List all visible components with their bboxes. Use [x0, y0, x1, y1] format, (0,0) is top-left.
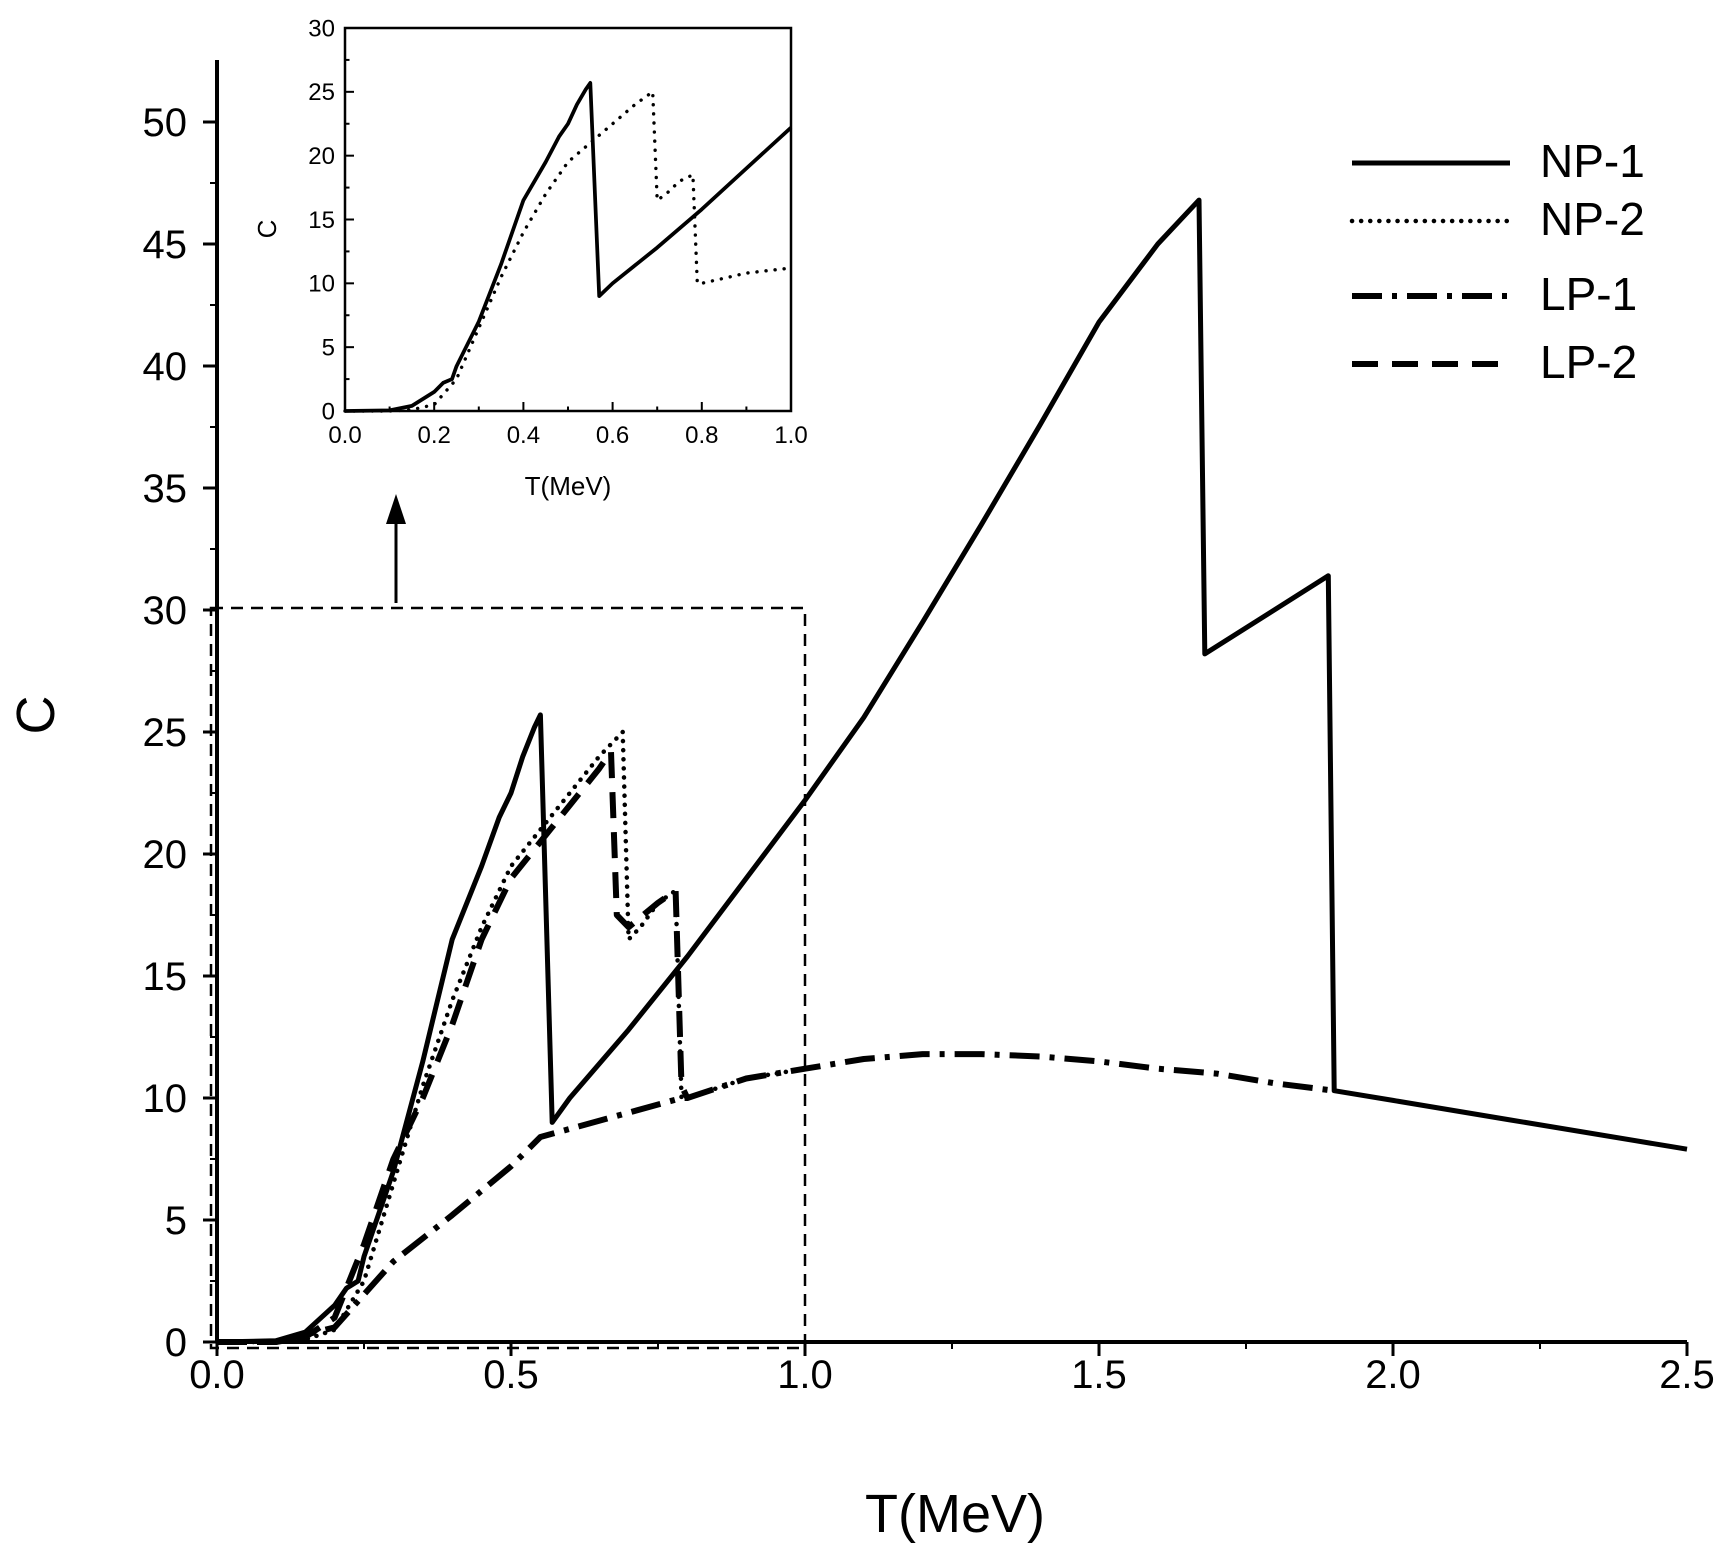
- main-x-tick-label: 2.5: [1659, 1353, 1715, 1397]
- main-y-tick-label: 45: [143, 223, 188, 267]
- inset-background: [345, 28, 791, 411]
- inset-x-axis-title: T(MeV): [525, 471, 612, 501]
- inset-x-tick-label: 0.4: [507, 422, 540, 449]
- main-x-axis-title: T(MeV): [865, 1484, 1045, 1544]
- main-series-lp-1: [217, 1051, 1335, 1345]
- inset-y-tick-label: 0: [322, 398, 335, 425]
- inset-y-tick-label: 10: [308, 271, 335, 298]
- main-y-tick-label: 0: [165, 1321, 187, 1365]
- main-y-tick-label: 15: [143, 955, 188, 999]
- inset-y-axis-title: C: [252, 220, 282, 239]
- zoom-box-rect: [209, 606, 807, 1350]
- main-series-np-1: [216, 197, 1688, 1345]
- inset-x-tick-label: 0.6: [596, 422, 629, 449]
- inset-series-group: [343, 81, 793, 413]
- legend-label-lp-1: LP-1: [1540, 268, 1637, 320]
- main-y-tick-label: 20: [143, 833, 188, 877]
- inset-y-tick-label: 25: [308, 79, 335, 106]
- inset-x-tick-label: 0.8: [685, 422, 718, 449]
- main-y-tick-label: 40: [143, 345, 188, 389]
- zoom-arrow: [386, 494, 406, 603]
- main-y-tick-label: 5: [165, 1199, 187, 1243]
- main-series-lp-2: [217, 748, 691, 1345]
- main-series-np-2: [214, 729, 808, 1345]
- main-x-tick-label: 1.0: [777, 1353, 833, 1397]
- inset-x-tick-label: 1.0: [774, 422, 807, 449]
- main-x-tick-label: 0.0: [189, 1353, 245, 1397]
- inset-x-tick-label: 0.2: [418, 422, 451, 449]
- main-y-axis-title: C: [6, 696, 66, 735]
- zoom-box: [209, 606, 807, 1350]
- inset-y-tick-label: 30: [308, 15, 335, 42]
- legend-label-lp-2: LP-2: [1540, 336, 1637, 388]
- main-x-tick-label: 2.0: [1365, 1353, 1421, 1397]
- main-y-tick-label: 35: [143, 467, 188, 511]
- inset-axes: 0.0 0.2 0.4 0.6 0.8 1.0 0 5 10 15 20 25 30: [308, 15, 807, 449]
- legend-label-np-1: NP-1: [1540, 135, 1645, 187]
- legend: NP-1 NP-2 LP-1 LP-2: [1349, 135, 1645, 388]
- main-y-tick-label: 50: [143, 101, 188, 145]
- inset-y-tick-label: 20: [308, 143, 335, 170]
- main-y-tick-label: 30: [143, 589, 188, 633]
- main-x-tick-label: 1.5: [1071, 1353, 1127, 1397]
- main-y-tick-label: 10: [143, 1077, 188, 1121]
- main-series-group: [214, 197, 1688, 1345]
- inset-plot: 0.0 0.2 0.4 0.6 0.8 1.0 0 5 10 15 20 25 30 T(MeV) C: [252, 15, 808, 501]
- main-y-tick-label: 25: [143, 711, 188, 755]
- inset-y-tick-label: 15: [308, 207, 335, 234]
- inset-y-tick-label: 5: [322, 335, 335, 362]
- zoom-arrow-head: [386, 494, 406, 524]
- inset-x-tick-label: 0.0: [328, 422, 361, 449]
- main-x-tick-label: 0.5: [483, 1353, 539, 1397]
- legend-label-np-2: NP-2: [1540, 193, 1645, 245]
- inset-series-np-1: [344, 81, 793, 413]
